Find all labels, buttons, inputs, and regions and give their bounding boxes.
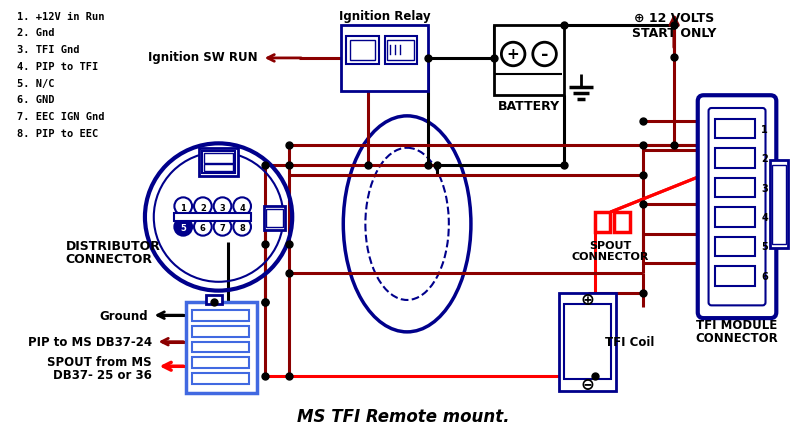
Text: 2: 2	[200, 203, 206, 212]
Bar	[192, 373, 249, 384]
Text: 8. PIP to EEC: 8. PIP to EEC	[17, 128, 98, 138]
Circle shape	[233, 218, 251, 236]
Text: CONNECTOR: CONNECTOR	[695, 331, 779, 344]
Text: CONNECTOR: CONNECTOR	[65, 253, 152, 266]
Text: 1: 1	[180, 203, 186, 212]
Text: -: -	[541, 46, 548, 64]
Text: DISTRIBUTOR: DISTRIBUTOR	[65, 239, 160, 252]
Text: PIP to MS DB37-24: PIP to MS DB37-24	[28, 335, 151, 349]
Bar	[204, 154, 233, 164]
Bar	[347, 37, 378, 65]
Text: 3: 3	[761, 183, 768, 193]
Bar	[715, 208, 755, 227]
Text: 7. EEC IGN Gnd: 7. EEC IGN Gnd	[17, 112, 105, 122]
Bar	[595, 213, 611, 232]
Bar	[192, 326, 249, 337]
FancyBboxPatch shape	[698, 96, 776, 319]
Circle shape	[174, 198, 192, 216]
Text: ⊖: ⊖	[580, 375, 595, 393]
Text: 5: 5	[180, 224, 186, 233]
Text: 7: 7	[220, 224, 225, 233]
Bar	[772, 165, 786, 244]
Bar	[192, 342, 249, 353]
Bar	[264, 207, 285, 230]
Text: ⊕: ⊕	[580, 291, 595, 309]
Bar	[266, 210, 283, 227]
Bar	[204, 164, 233, 171]
Text: 8: 8	[239, 224, 245, 233]
Bar	[206, 295, 221, 305]
Bar	[615, 213, 630, 232]
Text: 1. +12V in Run: 1. +12V in Run	[17, 12, 105, 22]
Text: ⊕ 12 VOLTS: ⊕ 12 VOLTS	[634, 12, 714, 25]
Bar	[493, 26, 564, 96]
Text: 5. N/C: 5. N/C	[17, 79, 55, 89]
Bar	[388, 41, 414, 61]
Bar	[715, 266, 755, 286]
Text: +: +	[507, 47, 519, 62]
Circle shape	[174, 218, 192, 236]
Text: SPOUT from MS: SPOUT from MS	[48, 355, 151, 368]
Bar	[199, 149, 238, 176]
Circle shape	[213, 218, 232, 236]
Bar	[385, 37, 417, 65]
Text: 4: 4	[239, 203, 245, 212]
Bar	[715, 178, 755, 198]
Text: MS TFI Remote mount.: MS TFI Remote mount.	[297, 407, 509, 425]
Text: 5: 5	[761, 242, 768, 252]
Bar	[559, 293, 616, 391]
Bar	[186, 303, 257, 393]
Text: 6. GND: 6. GND	[17, 95, 55, 105]
Bar	[341, 26, 427, 92]
Text: DB37- 25 or 36: DB37- 25 or 36	[53, 368, 151, 381]
Text: BATTERY: BATTERY	[498, 100, 560, 113]
Text: 2. Gnd: 2. Gnd	[17, 28, 55, 38]
Text: TFI Coil: TFI Coil	[605, 335, 655, 349]
Bar	[174, 214, 251, 221]
Text: Ignition Relay: Ignition Relay	[339, 10, 431, 23]
Text: 4. PIP to TFI: 4. PIP to TFI	[17, 62, 98, 72]
Text: 6: 6	[200, 224, 206, 233]
Bar	[192, 358, 249, 368]
Text: 4: 4	[761, 213, 768, 223]
Text: Ground: Ground	[99, 309, 147, 322]
Text: 2: 2	[761, 154, 768, 164]
Bar	[202, 152, 236, 174]
Bar	[715, 119, 755, 139]
Bar	[715, 149, 755, 168]
Text: START ONLY: START ONLY	[632, 27, 716, 40]
Text: 3. TFI Gnd: 3. TFI Gnd	[17, 45, 80, 55]
Text: CONNECTOR: CONNECTOR	[572, 252, 649, 262]
Bar	[715, 237, 755, 256]
Text: 6: 6	[761, 271, 768, 281]
Circle shape	[233, 198, 251, 216]
Text: 1: 1	[761, 124, 768, 134]
Circle shape	[194, 198, 212, 216]
Circle shape	[213, 198, 232, 216]
Bar	[564, 305, 611, 379]
Circle shape	[194, 218, 212, 236]
Bar	[351, 41, 375, 61]
Text: SPOUT: SPOUT	[589, 240, 631, 250]
Bar	[771, 161, 788, 249]
FancyBboxPatch shape	[709, 109, 765, 306]
Bar	[192, 311, 249, 321]
Text: TFI MODULE: TFI MODULE	[696, 319, 778, 332]
Text: Ignition SW RUN: Ignition SW RUN	[148, 51, 258, 64]
Text: 3: 3	[220, 203, 225, 212]
